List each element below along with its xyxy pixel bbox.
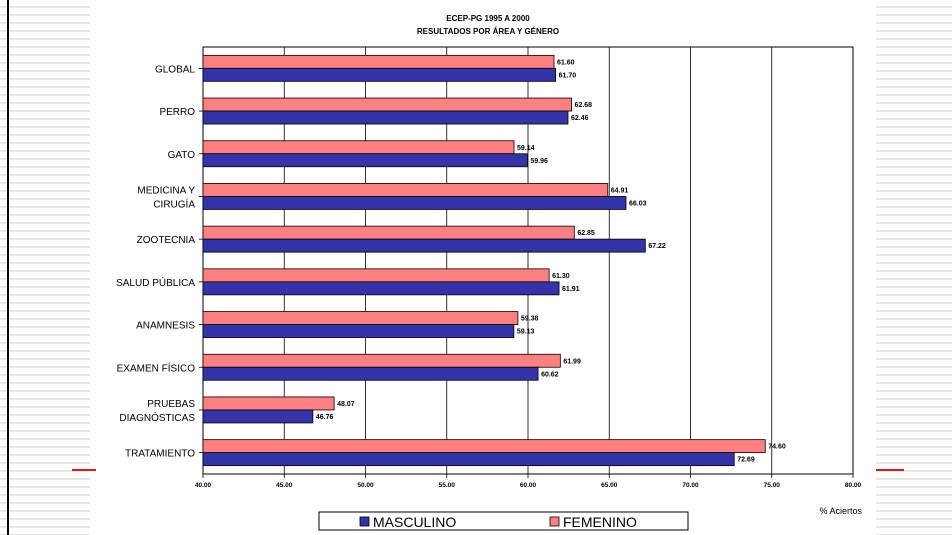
data-label-femenino: 61.60 — [557, 59, 575, 66]
data-label-masculino: 62.46 — [571, 115, 589, 122]
x-tick-label: 65.00 — [601, 482, 618, 489]
category-label: ZOOTECNIA — [137, 235, 196, 246]
bar-masculino — [202, 281, 560, 296]
accent-line-right — [876, 469, 904, 471]
x-tick-label: 75.00 — [764, 482, 781, 489]
legend-label-masculino: MASCULINO — [373, 514, 456, 530]
decorative-stripes-right — [862, 0, 952, 535]
x-tick-label: 80.00 — [845, 482, 862, 489]
bar-femenino — [202, 97, 572, 112]
bar-femenino — [202, 183, 609, 197]
category-label: TRATAMIENTO — [125, 449, 195, 460]
legend-swatch-femenino — [549, 516, 560, 527]
bar-masculino — [202, 409, 314, 424]
data-label-masculino: 59.13 — [517, 329, 535, 336]
bar-masculino — [202, 67, 557, 82]
x-tick-label: 45.00 — [276, 482, 293, 489]
labels-layer: 61.60 61.70 GLOBAL 62.68 62.46 PERRO 59.14 59.9… — [116, 59, 786, 463]
data-label-femenino: 64.91 — [611, 187, 629, 194]
axis-layer: 40.00 45.00 50.00 55.00 60.00 65.00 70.00 75.00… — [195, 67, 862, 489]
category-label: PRUEBAS — [147, 399, 195, 410]
data-label-masculino: 60.62 — [541, 371, 559, 378]
chart-subtitle: RESULTADOS POR ÁREA Y GÉNERO — [417, 27, 559, 36]
bar-masculino — [202, 452, 735, 467]
legend-swatch-masculino — [359, 516, 370, 527]
bar-femenino — [202, 439, 766, 454]
bar-masculino — [202, 366, 539, 381]
data-label-masculino: 46.76 — [316, 414, 334, 421]
category-label: DIAGNÓSTICAS — [119, 411, 195, 424]
legend-label-femenino: FEMENINO — [563, 514, 637, 530]
category-label: CIRUGÍA — [153, 197, 195, 210]
bar-masculino — [202, 153, 528, 168]
data-label-masculino: 61.91 — [562, 286, 580, 293]
x-tick-label: 55.00 — [439, 482, 456, 489]
data-label-masculino: 59.96 — [530, 158, 548, 165]
data-label-femenino: 62.68 — [575, 102, 593, 109]
category-label: EXAMEN FÍSICO — [117, 361, 196, 374]
bar-masculino — [202, 196, 627, 210]
bar-femenino — [202, 396, 335, 411]
bar-femenino — [202, 225, 575, 240]
chart-title: ECEP-PG 1995 A 2000 — [446, 14, 530, 23]
data-label-femenino: 62.85 — [577, 230, 595, 237]
data-label-masculino: 66.03 — [629, 200, 647, 207]
data-label-femenino: 59.38 — [521, 316, 539, 323]
x-tick-label: 70.00 — [682, 482, 699, 489]
x-axis-unit-label: % Aciertos — [819, 506, 862, 516]
bar-femenino — [202, 311, 519, 325]
data-label-masculino: 67.22 — [648, 243, 666, 250]
data-label-masculino: 61.70 — [559, 72, 577, 79]
data-label-masculino: 72.69 — [737, 457, 755, 464]
category-label: GLOBAL — [155, 64, 195, 75]
legend-box — [318, 511, 689, 531]
data-label-femenino: 48.07 — [337, 401, 355, 408]
category-label: PERRO — [159, 107, 195, 118]
category-label: ANAMNESIS — [136, 321, 195, 332]
bar-femenino — [202, 268, 550, 283]
bar-masculino — [202, 324, 515, 338]
data-label-femenino: 61.99 — [563, 358, 581, 365]
bar-masculino — [202, 238, 646, 253]
category-label: GATO — [168, 150, 196, 161]
bar-masculino — [202, 110, 569, 125]
accent-line-left — [72, 469, 96, 471]
bars-layer — [202, 54, 766, 467]
category-label: SALUD PÚBLICA — [116, 276, 195, 289]
x-tick-label: 60.00 — [520, 482, 537, 489]
category-label: MEDICINA Y — [137, 185, 195, 196]
data-label-femenino: 61.30 — [552, 273, 570, 280]
x-tick-label: 40.00 — [195, 482, 212, 489]
bar-femenino — [202, 54, 555, 69]
decorative-stripes-left — [0, 0, 90, 535]
legend: MASCULINO FEMENINO — [318, 511, 689, 531]
bar-femenino — [202, 353, 561, 368]
bar-femenino — [202, 140, 515, 155]
slide-border-line — [7, 0, 9, 535]
x-tick-label: 50.00 — [357, 482, 374, 489]
data-label-femenino: 59.14 — [517, 145, 535, 152]
data-label-femenino: 74.60 — [768, 444, 786, 451]
